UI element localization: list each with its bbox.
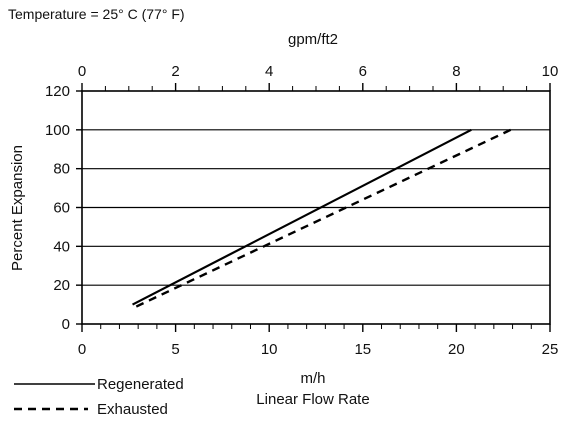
grid-lines [82,129,550,286]
bottom-tick-label-5: 5 [171,341,179,358]
bottom-tick-label-20: 20 [448,341,465,358]
bottom-ticks: 0 5 10 15 20 25 [78,324,559,358]
y-tick-label-60: 60 [53,200,70,217]
bottom-axis-unit-label: m/h [300,370,325,387]
top-axis-label: gpm/ft2 [288,31,338,48]
y-tick-label-20: 20 [53,277,70,294]
temperature-note: Temperature = 25° C (77° F) [8,6,185,22]
top-tick-label-8: 8 [452,63,460,80]
legend-label-regenerated: Regenerated [97,376,184,393]
y-tick-label-0: 0 [62,316,70,333]
y-tick-label-80: 80 [53,161,70,178]
top-ticks: 0 2 4 6 8 10 [78,63,559,91]
series-lines [132,128,512,308]
legend-label-exhausted: Exhausted [97,401,168,418]
y-ticks: 0 20 40 60 80 100 120 [45,83,82,333]
y-tick-label-120: 120 [45,83,70,100]
bottom-tick-label-10: 10 [261,341,278,358]
y-tick-label-100: 100 [45,122,70,139]
bottom-tick-label-15: 15 [354,341,371,358]
bottom-axis-label: Linear Flow Rate [256,391,369,408]
top-tick-label-4: 4 [265,63,273,80]
series-line-exhausted [135,128,512,308]
bottom-tick-label-25: 25 [542,341,559,358]
y-tick-label-40: 40 [53,238,70,255]
legend: Regenerated Exhausted [14,376,184,418]
top-tick-label-10: 10 [542,63,559,80]
top-tick-label-6: 6 [359,63,367,80]
top-tick-label-2: 2 [171,63,179,80]
series-line-regenerated [132,128,472,306]
top-tick-label-0: 0 [78,63,86,80]
bottom-tick-label-0: 0 [78,341,86,358]
y-axis-label: Percent Expansion [9,145,26,271]
